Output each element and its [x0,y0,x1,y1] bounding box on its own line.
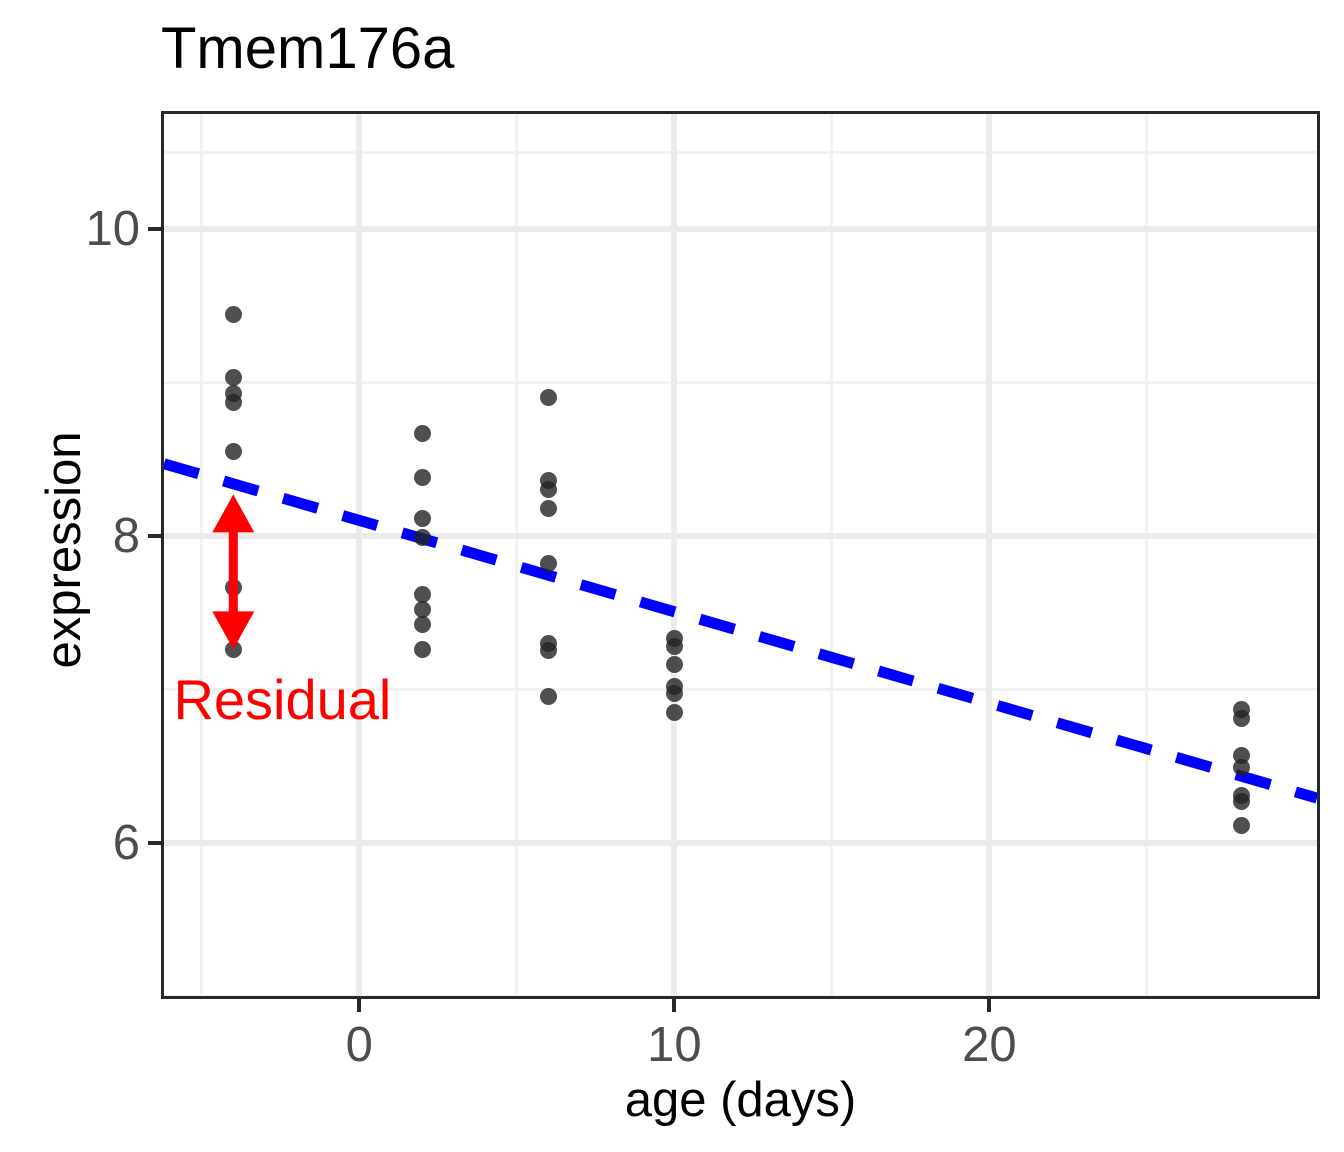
data-point [1232,792,1250,810]
residual-arrow-icon [212,494,255,650]
data-point [224,306,242,324]
gridline-major-vertical [356,114,363,996]
residual-arrow-head-top [212,494,255,533]
y-tick-label: 6 [112,815,140,870]
x-tick-label: 0 [345,1018,373,1072]
data-point [539,642,557,660]
regression-line [164,458,1317,804]
data-point [224,640,242,658]
data-point [665,637,683,655]
data-point [413,424,431,442]
y-tick-label: 10 [85,202,140,257]
data-point [539,554,557,572]
data-point [539,499,557,517]
data-point [413,510,431,528]
y-tick-mark [148,533,161,538]
data-point [413,616,431,634]
gridline-minor-vertical [830,114,834,996]
gridline-minor-vertical [200,114,204,996]
data-point [413,528,431,546]
data-point [224,393,242,411]
gridline-major-horizontal [164,532,1317,539]
y-tick-mark [148,840,161,845]
data-point [413,600,431,618]
x-axis-title: age (days) [624,1073,857,1127]
x-tick-mark [987,999,992,1012]
x-tick-label: 20 [962,1018,1017,1072]
data-point [539,389,557,407]
y-axis-title: expression [37,431,91,669]
gridline-minor-horizontal [164,380,1317,384]
gridline-major-horizontal [164,839,1317,846]
data-point [665,656,683,674]
plot-panel: Residual [161,111,1320,999]
gridline-minor-horizontal [164,150,1317,154]
data-point [1232,817,1250,835]
data-point [224,579,242,597]
data-point [224,442,242,460]
gridline-major-horizontal [164,226,1317,233]
regression-line-path [164,458,1317,804]
gridline-minor-horizontal [164,994,1317,996]
y-tick-label: 8 [112,508,140,563]
gridline-major-vertical [671,114,678,996]
data-point [665,685,683,703]
data-point [224,369,242,387]
data-point [1232,709,1250,727]
data-point [1232,758,1250,776]
page-title: Tmem176a [161,16,455,81]
x-tick-mark [357,999,362,1012]
gridline-major-vertical [986,114,993,996]
gridline-minor-vertical [515,114,519,996]
x-tick-mark [672,999,677,1012]
data-point [539,481,557,499]
data-point [413,469,431,487]
data-point [665,703,683,721]
data-point [413,640,431,658]
y-tick-mark [148,227,161,232]
data-point [413,585,431,603]
data-point [539,688,557,706]
residual-annotation-label: Residual [173,667,392,731]
x-tick-label: 10 [647,1018,702,1072]
gridline-minor-vertical [1145,114,1149,996]
